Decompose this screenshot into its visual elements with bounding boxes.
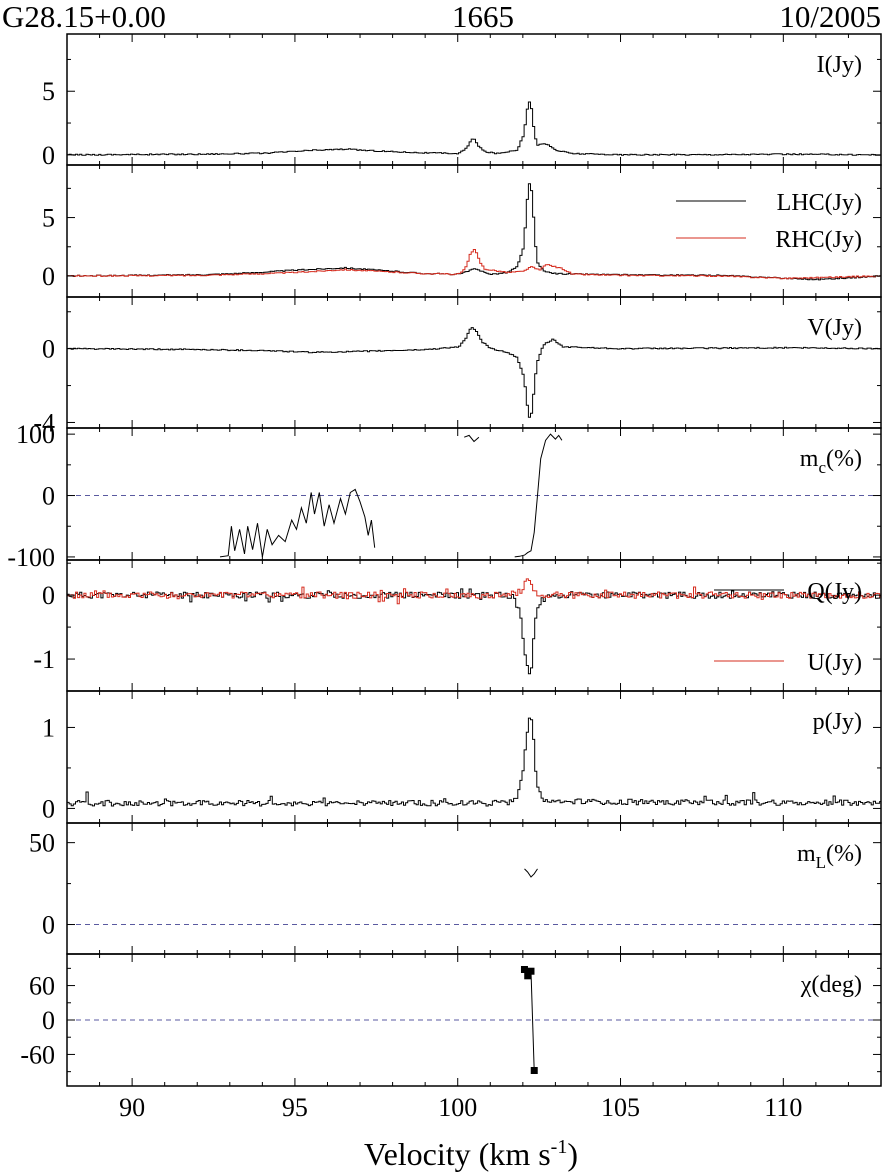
observation-date: 10/2005 (779, 0, 881, 34)
panel-LR: 05 (42, 164, 882, 298)
panel-p: 1 0 p(Jy) (42, 690, 882, 824)
x-tick-label: 105 (601, 1093, 640, 1122)
legend-item: Q(Jy) (714, 579, 862, 605)
legend-item: U(Jy) (714, 650, 862, 676)
series-U(Jy) (67, 578, 881, 605)
series-LHC(Jy) (67, 183, 881, 281)
x-tick-label: 90 (119, 1093, 145, 1122)
x-tick-label: 110 (764, 1093, 802, 1122)
series-p(Jy) (67, 717, 881, 807)
y-tick-label: 1 (42, 713, 55, 742)
legend-item: RHC(Jy) (676, 227, 862, 253)
y-tick-label: 5 (42, 204, 55, 233)
panel-label: mc(%) (800, 446, 862, 477)
y-tick-label: 0 (42, 482, 55, 511)
panel-chi: 60 0 -60 χ(deg) (20, 953, 882, 1087)
panel-label: p(Jy) (813, 709, 862, 735)
series-mc-a (219, 488, 376, 558)
panel-mc: 100 0 -100 mc(%) (7, 420, 882, 572)
y-tick-label: 50 (29, 829, 55, 858)
legend-label: RHC(Jy) (775, 227, 862, 253)
y-tick-label: -60 (20, 1040, 55, 1069)
panel-QU: 0 -1 (33, 559, 882, 692)
legend-label: U(Jy) (807, 650, 862, 676)
y-tick-label: -4 (33, 408, 55, 437)
frequency-label: 1665 (452, 0, 514, 34)
legend-label: Q(Jy) (807, 579, 862, 605)
panel-label: mL(%) (797, 841, 862, 872)
panel-V: 0 -4 V(Jy) (33, 296, 882, 437)
panel-frame (66, 33, 882, 166)
y-tick-label: 0 (42, 1006, 55, 1035)
y-tick-label: 100 (16, 420, 55, 449)
y-tick-label: 5 (42, 77, 55, 106)
y-tick-label: -100 (7, 543, 55, 572)
x-tick-label: 95 (282, 1093, 308, 1122)
series-V(Jy) (67, 327, 881, 418)
y-tick-label: 0 (42, 911, 55, 940)
panel-label: χ(deg) (800, 972, 862, 998)
panel-mL: 50 0 mL(%) (29, 822, 882, 955)
panel-I: 0 5 I(Jy) (42, 33, 882, 170)
x-axis-title: Velocity (km s-1) (364, 1136, 578, 1172)
legend-label: LHC(Jy) (777, 190, 862, 216)
data-point (520, 965, 528, 973)
series-I(Jy) (67, 101, 881, 156)
data-point (527, 967, 535, 975)
panel-frame (66, 822, 882, 955)
panel-frame (66, 559, 882, 692)
series-RHC(Jy) (67, 249, 881, 280)
x-tick-label: 100 (438, 1093, 477, 1122)
series-mc-c (514, 433, 563, 558)
source-name: G28.15+0.00 (2, 0, 166, 34)
y-tick-label: 0 (42, 794, 55, 823)
series-mc-b (464, 434, 480, 443)
panel-label: V(Jy) (807, 315, 862, 341)
data-point (530, 1067, 538, 1075)
panel-label: I(Jy) (817, 52, 862, 78)
y-tick-label: 0 (42, 581, 55, 610)
legend-item: LHC(Jy) (676, 190, 862, 216)
data-point (524, 972, 532, 980)
y-tick-label: 0 (42, 335, 55, 364)
series-mL (524, 868, 538, 878)
y-tick-label: 0 (42, 141, 55, 170)
panel-frame (66, 427, 882, 561)
y-tick-label: 0 (42, 262, 55, 291)
y-tick-label: 60 (29, 972, 55, 1001)
y-tick-label: -1 (33, 645, 55, 674)
panel-frame (66, 296, 882, 429)
